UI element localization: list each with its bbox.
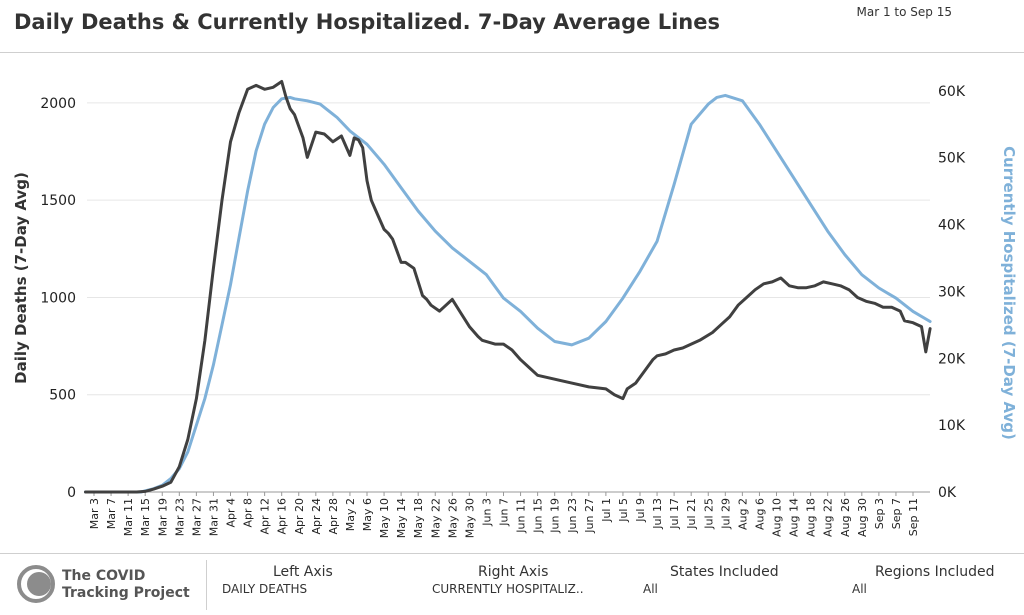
x-tick-label: Jun 3 bbox=[480, 498, 493, 527]
x-tick-label: Apr 12 bbox=[259, 498, 272, 535]
chart-header: Daily Deaths & Currently Hospitalized. 7… bbox=[0, 0, 1024, 53]
left-tick-label: 500 bbox=[49, 388, 76, 404]
chart-title: Daily Deaths & Currently Hospitalized. 7… bbox=[14, 10, 721, 34]
x-tick-label: Mar 3 bbox=[88, 498, 101, 529]
states-included-label: States Included bbox=[670, 564, 779, 580]
x-tick-label: Jun 23 bbox=[566, 498, 579, 534]
left-tick-label: 1500 bbox=[40, 193, 76, 209]
left-axis-label: Left Axis bbox=[273, 564, 333, 580]
date-range-label: Mar 1 to Sep 15 bbox=[856, 5, 952, 19]
chart-area: 0 500 1000 1500 2000 0K 10K 20K 30K 40K 50K 60K Mar … bbox=[12, 80, 1018, 538]
right-axis-title: Currently Hospitalized (7-Day Avg) bbox=[1000, 146, 1018, 440]
x-tick-label: Jun 7 bbox=[498, 498, 511, 527]
x-tick-label: Apr 4 bbox=[225, 498, 238, 528]
left-tick-label: 2000 bbox=[40, 96, 76, 112]
x-tick-label: Apr 8 bbox=[242, 498, 255, 528]
x-tick-label: May 22 bbox=[429, 498, 442, 538]
x-tick-label: May 14 bbox=[395, 498, 408, 538]
x-tick-label: Mar 23 bbox=[173, 498, 186, 536]
x-tick-label: Apr 20 bbox=[293, 498, 306, 535]
x-tick-label: Jul 21 bbox=[685, 498, 698, 530]
right-tick-label: 40K bbox=[938, 218, 966, 234]
left-tick-label: 0 bbox=[67, 485, 76, 501]
right-tick-label: 30K bbox=[938, 284, 966, 300]
right-axis-label: Right Axis bbox=[478, 564, 549, 580]
x-tick-label: Apr 24 bbox=[310, 498, 323, 535]
x-tick-label: Jul 5 bbox=[617, 498, 630, 523]
x-tick-label: Jul 17 bbox=[668, 498, 681, 530]
x-tick-label: Aug 14 bbox=[788, 498, 801, 537]
x-tick-label: Aug 6 bbox=[753, 498, 766, 530]
x-tick-label: Aug 22 bbox=[822, 498, 835, 537]
states-included-value[interactable]: All bbox=[643, 582, 658, 596]
right-axis-value[interactable]: CURRENTLY HOSPITALIZ.. bbox=[432, 582, 584, 596]
logo-text-line-2: Tracking Project bbox=[62, 585, 190, 601]
x-tick-label: Jul 13 bbox=[651, 498, 664, 530]
right-tick-label: 50K bbox=[938, 151, 966, 167]
x-tick-label: May 26 bbox=[446, 498, 459, 538]
x-tick-label: Aug 10 bbox=[771, 498, 784, 537]
right-tick-label: 0K bbox=[938, 485, 957, 501]
x-tick-label: Sep 3 bbox=[873, 498, 886, 529]
x-tick-label: Aug 2 bbox=[736, 498, 749, 530]
x-tick-label: Jun 19 bbox=[549, 498, 562, 534]
regions-included-value[interactable]: All bbox=[852, 582, 867, 596]
right-tick-label: 20K bbox=[938, 351, 966, 367]
x-tick-label: Apr 28 bbox=[327, 498, 340, 535]
x-tick-label: May 10 bbox=[378, 498, 391, 538]
x-tick-label: Mar 7 bbox=[105, 498, 118, 529]
x-tick-label: May 18 bbox=[412, 498, 425, 538]
x-tick-label: Jul 25 bbox=[702, 498, 715, 530]
x-tick-label: Jul 29 bbox=[719, 498, 732, 530]
x-tick-label: Aug 30 bbox=[856, 498, 869, 537]
logo-text: The COVID Tracking Project bbox=[62, 568, 202, 602]
x-tick-label: Apr 16 bbox=[276, 498, 289, 535]
x-tick-label: May 30 bbox=[463, 498, 476, 538]
x-tick-label: Jul 1 bbox=[600, 498, 613, 523]
x-tick-label: Sep 11 bbox=[907, 498, 920, 536]
currently-hospitalized-line bbox=[84, 93, 932, 494]
footer-divider bbox=[206, 560, 207, 610]
covid-tracking-logo-icon bbox=[17, 565, 55, 603]
x-tick-label: Sep 7 bbox=[890, 498, 903, 529]
regions-included-label: Regions Included bbox=[875, 564, 995, 580]
x-tick-label: Aug 18 bbox=[805, 498, 818, 537]
left-axis-value[interactable]: DAILY DEATHS bbox=[222, 582, 308, 596]
left-axis-title: Daily Deaths (7-Day Avg) bbox=[12, 172, 30, 384]
x-tick-label: Jun 27 bbox=[583, 498, 596, 534]
x-tick-label: Jun 15 bbox=[532, 498, 545, 534]
left-tick-label: 1000 bbox=[40, 290, 76, 306]
x-tick-label: Mar 31 bbox=[207, 498, 220, 536]
x-tick-label: Mar 19 bbox=[156, 498, 169, 536]
x-tick-label: Mar 27 bbox=[190, 498, 203, 536]
right-tick-label: 10K bbox=[938, 418, 966, 434]
chart-footer: The COVID Tracking Project Left Axis DAI… bbox=[0, 553, 1024, 615]
logo-text-line-1: The COVID bbox=[62, 568, 146, 584]
x-tick-label: Jul 9 bbox=[634, 498, 647, 523]
right-tick-label: 60K bbox=[938, 84, 966, 100]
x-tick-label: Mar 11 bbox=[122, 498, 135, 536]
x-tick-label: Aug 26 bbox=[839, 498, 852, 537]
x-tick-label: Jun 11 bbox=[515, 498, 528, 534]
x-tick-label: Mar 15 bbox=[139, 498, 152, 536]
x-tick-label: May 2 bbox=[344, 498, 357, 531]
daily-deaths-line bbox=[84, 80, 932, 494]
x-tick-label: May 6 bbox=[361, 498, 374, 531]
